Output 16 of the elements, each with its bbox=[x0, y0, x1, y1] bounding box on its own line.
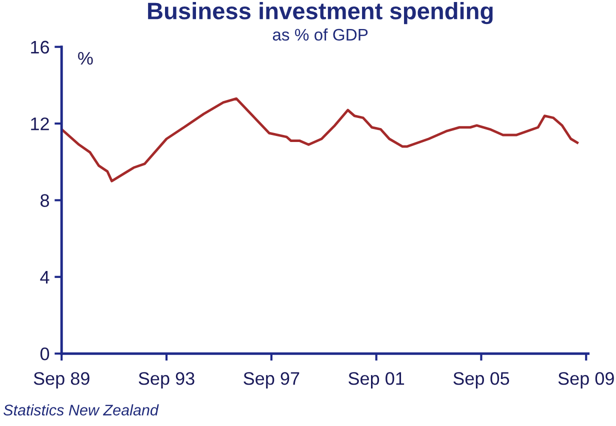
y-tick-label: 4 bbox=[40, 271, 50, 284]
x-tick-label: Sep 09 bbox=[558, 372, 614, 388]
x-tick-label: Sep 93 bbox=[138, 372, 194, 388]
y-tick-label: 0 bbox=[40, 348, 50, 360]
chart-title: Business investment spending bbox=[148, 2, 493, 24]
chart-subtitle: as % of GDP bbox=[272, 28, 368, 41]
x-tick-label: Sep 97 bbox=[244, 372, 300, 388]
line-series bbox=[62, 97, 579, 182]
y-tick-label: 12 bbox=[31, 117, 49, 130]
x-tick-label: Sep 89 bbox=[34, 372, 90, 388]
y-axis-title: % bbox=[78, 52, 93, 65]
y-tick-label: 16 bbox=[31, 40, 50, 54]
x-tick-label: Sep 05 bbox=[453, 372, 510, 388]
text: Statistics New Zealand bbox=[4, 404, 159, 416]
y-tick-label: 8 bbox=[40, 194, 50, 207]
x-tick-label: Sep 01 bbox=[348, 372, 404, 388]
